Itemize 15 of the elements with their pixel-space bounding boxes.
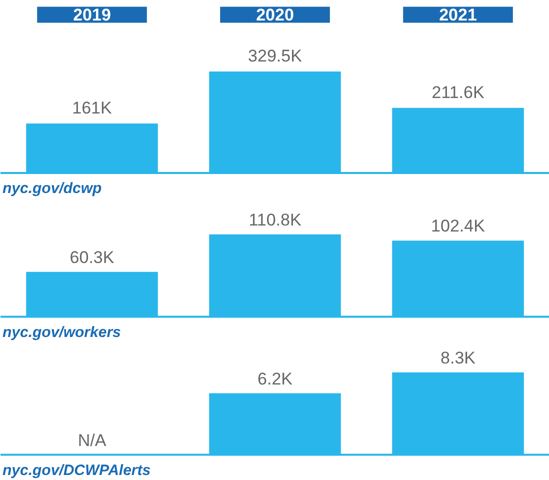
data-label: 6.2K <box>258 369 294 388</box>
x-axis-title: nyc.gov/workers <box>2 324 121 341</box>
data-label: 110.8K <box>248 210 302 230</box>
data-label: 329.5K <box>248 46 303 66</box>
x-tick-label: 2021 <box>439 6 477 25</box>
data-label: 8.3K <box>440 348 476 368</box>
data-label: 102.4K <box>431 216 486 236</box>
x-tick-label: 2019 <box>73 6 111 25</box>
text: N/A <box>78 430 106 450</box>
data-label: 161K <box>72 98 113 118</box>
data-label: 211.6K <box>432 82 485 102</box>
x-axis-title: nyc.gov/DCWPAlerts <box>2 462 151 479</box>
x-axis-title: nyc.gov/dcwp <box>2 180 102 198</box>
x-tick-label: 2020 <box>256 6 294 25</box>
data-label: 60.3K <box>70 248 115 267</box>
